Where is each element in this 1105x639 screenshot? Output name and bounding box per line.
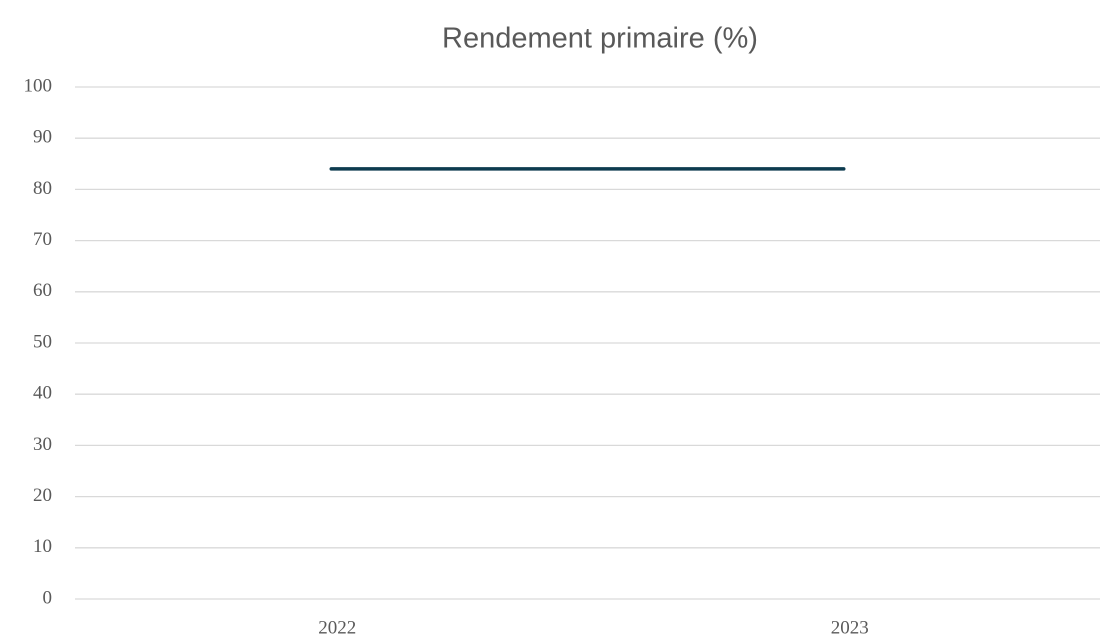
y-tick-label: 0 <box>43 587 53 608</box>
x-tick-label: 2023 <box>831 617 869 638</box>
y-tick-label: 50 <box>33 331 52 352</box>
y-tick-label: 70 <box>33 229 52 250</box>
y-tick-label: 80 <box>33 178 52 199</box>
y-tick-label: 100 <box>24 75 53 96</box>
chart-title: Rendement primaire (%) <box>442 23 758 55</box>
y-tick-label: 90 <box>33 127 52 148</box>
y-tick-label: 10 <box>33 536 52 557</box>
y-tick-label: 60 <box>33 280 52 301</box>
y-tick-label: 40 <box>33 383 52 404</box>
y-tick-label: 30 <box>33 434 52 455</box>
y-tick-label: 20 <box>33 485 52 506</box>
x-tick-label: 2022 <box>318 617 356 638</box>
